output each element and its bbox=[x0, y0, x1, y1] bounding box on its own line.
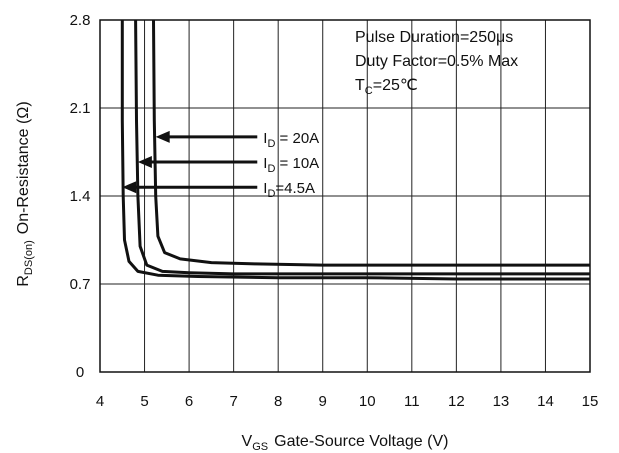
series-labels: ID = 20A ID = 10A ID=4.5A bbox=[263, 130, 319, 200]
series-arrow-1 bbox=[155, 130, 258, 143]
series-line-3 bbox=[120, 20, 590, 281]
plot-frame bbox=[99, 19, 591, 373]
x-tick-label: 12 bbox=[448, 393, 465, 410]
y-axis-title: RDS(on)On-Resistance (Ω) bbox=[15, 101, 35, 286]
condition-duty: Duty Factor=0.5% Max bbox=[355, 53, 518, 70]
x-tick-label: 10 bbox=[359, 393, 376, 410]
series-arrows bbox=[122, 130, 258, 194]
x-tick-label: 14 bbox=[537, 393, 554, 410]
condition-pulse: Pulse Duration=250μs bbox=[355, 29, 513, 46]
x-axis-title: VGS Gate-Source Voltage (V) bbox=[242, 433, 449, 453]
x-tick-label: 13 bbox=[493, 393, 510, 410]
y-tick-label: 1.4 bbox=[70, 188, 91, 205]
series-arrow-2 bbox=[137, 156, 258, 169]
x-tick-label: 9 bbox=[319, 393, 327, 410]
y-tick-label: 0 bbox=[76, 364, 84, 381]
x-tick-label: 4 bbox=[96, 393, 104, 410]
series-line-2 bbox=[134, 19, 590, 276]
series-arrow-3 bbox=[122, 181, 258, 194]
series-label-2: ID = 10A bbox=[263, 155, 319, 175]
x-tick-label: 7 bbox=[229, 393, 237, 410]
x-tick-label: 5 bbox=[140, 393, 148, 410]
x-tick-label: 11 bbox=[404, 393, 420, 410]
y-tick-label: 0.7 bbox=[70, 276, 91, 293]
y-tick-labels: 0 0.7 1.4 2.1 2.8 bbox=[70, 12, 91, 381]
y-tick-label: 2.8 bbox=[70, 12, 91, 29]
series-lines bbox=[120, 19, 590, 281]
x-tick-label: 6 bbox=[185, 393, 193, 410]
grid bbox=[99, 19, 591, 373]
condition-temp: TC=25℃ bbox=[355, 77, 418, 97]
x-tick-labels: 4 5 6 7 8 9 10 11 12 13 14 15 bbox=[96, 393, 599, 410]
series-label-3: ID=4.5A bbox=[263, 180, 315, 200]
series-label-1: ID = 20A bbox=[263, 130, 319, 150]
y-tick-label: 2.1 bbox=[70, 100, 91, 117]
x-tick-label: 15 bbox=[582, 393, 599, 410]
series-line-1 bbox=[152, 19, 590, 267]
test-conditions: Pulse Duration=250μs Duty Factor=0.5% Max… bbox=[355, 29, 518, 97]
x-tick-label: 8 bbox=[274, 393, 282, 410]
